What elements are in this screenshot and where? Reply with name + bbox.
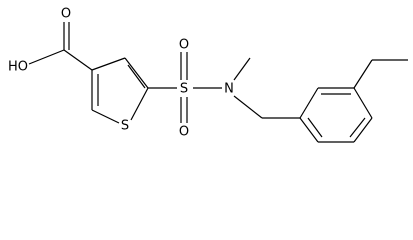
atom-label: O xyxy=(179,38,189,53)
atom-label: HO xyxy=(8,60,28,75)
atom-label: S xyxy=(180,82,188,97)
bonds xyxy=(28,22,408,143)
atom-label: S xyxy=(121,119,129,134)
structure: HO O S S O O N xyxy=(8,7,408,143)
atom-label: O xyxy=(179,125,189,140)
atom-label: O xyxy=(61,7,71,22)
atom-label: N xyxy=(224,82,234,97)
